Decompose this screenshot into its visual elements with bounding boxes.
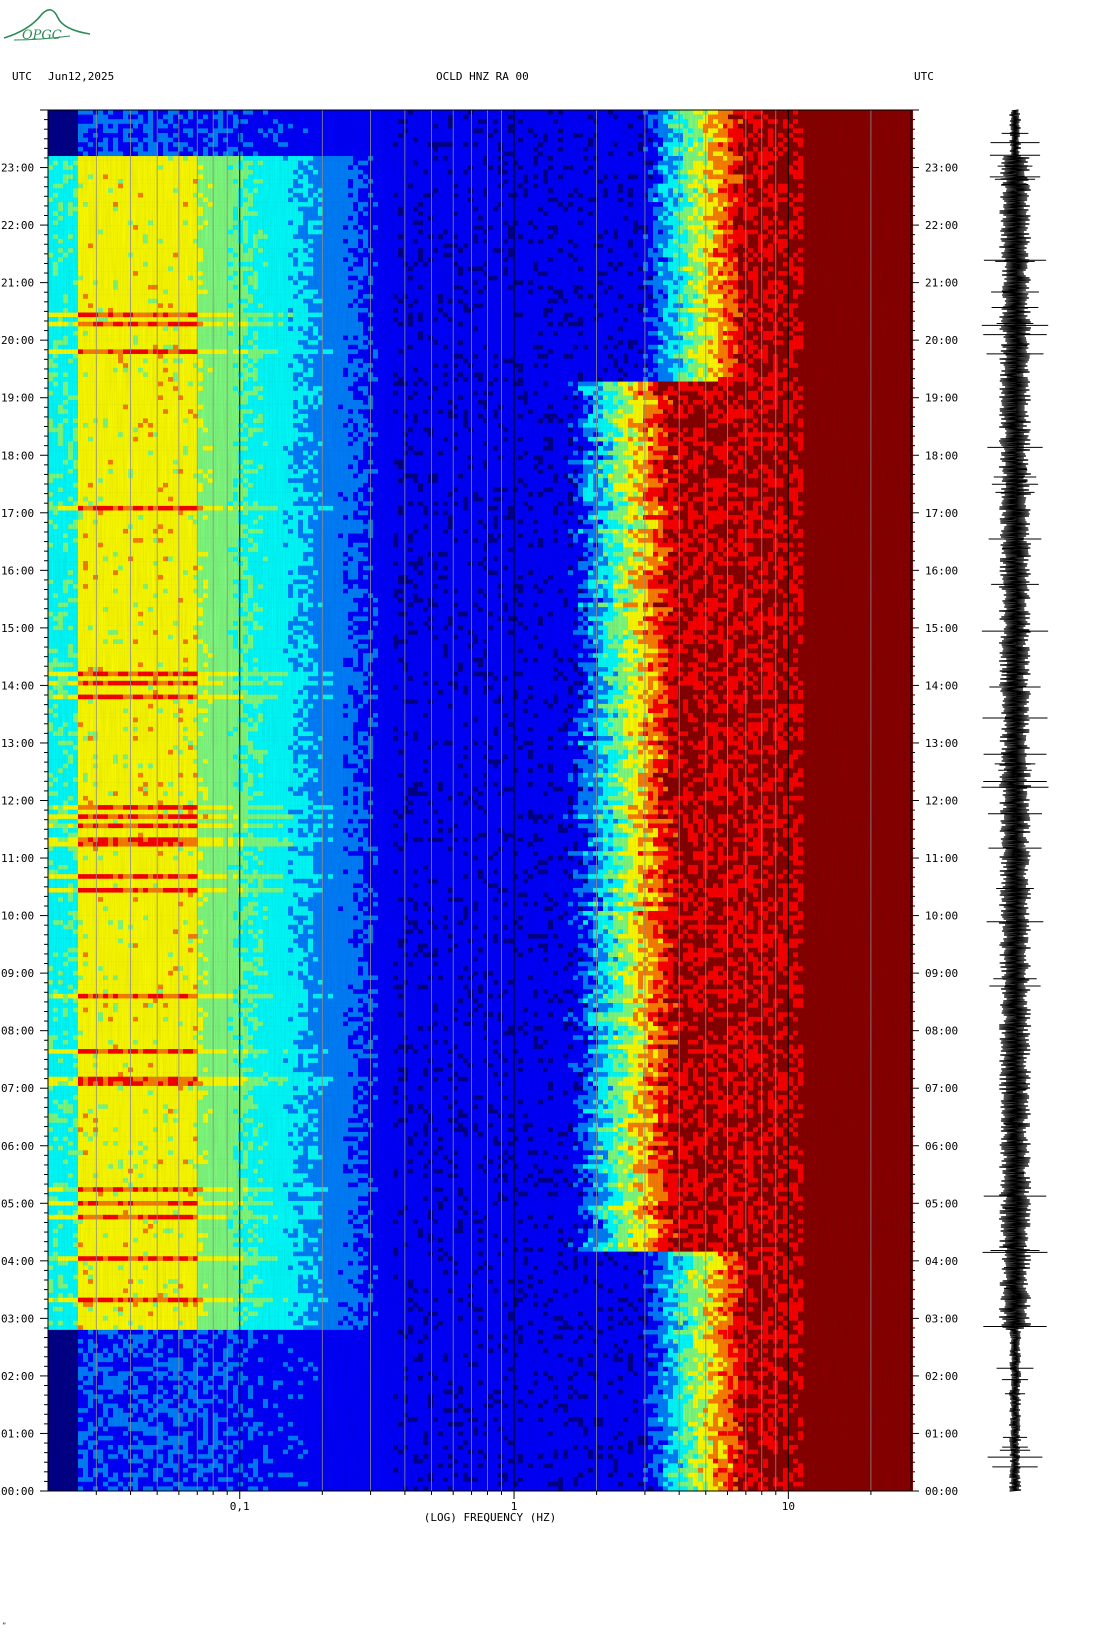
spectrogram-plot-area [48,110,913,1492]
logo-text: OPGC [22,28,62,43]
time-tick-label: 12:00 [925,795,958,808]
time-tick-label: 23:00 [925,162,958,175]
time-tick-label: 06:00 [1,1140,34,1153]
time-tick-label: 19:00 [1,392,34,405]
time-tick-label: 01:00 [925,1427,958,1440]
opgc-mountain-logo-icon: OPGC [3,9,91,43]
time-tick-label: 23:00 [1,162,34,175]
left-timezone-label: UTC [12,70,32,83]
time-tick-label: 00:00 [925,1485,958,1498]
time-tick-label: 03:00 [1,1312,34,1325]
frequency-tick-label: 0,1 [230,1500,250,1513]
time-tick-label: 07:00 [1,1082,34,1095]
time-tick-label: 13:00 [925,737,958,750]
seismogram-waveform [998,109,1032,1492]
left-time-axis: 00:00 01:00 02:00 03:00 04:00 05:00 06:00 07:00… [1,109,48,1498]
right-time-axis: 00:00 01:00 02:00 03:00 04:00 05:00 06:00 07:00… [911,109,958,1498]
frequency-tick-label: 10 [782,1500,795,1513]
time-tick-label: 15:00 [1,622,34,635]
time-tick-label: 01:00 [1,1427,34,1440]
time-tick-label: 17:00 [925,507,958,520]
time-tick-label: 10:00 [1,910,34,923]
time-tick-label: 08:00 [925,1025,958,1038]
station-title: OCLD HNZ RA 00 [436,70,529,83]
opgc-logo: OPGC [0,0,100,54]
time-tick-label: 19:00 [925,392,958,405]
time-tick-label: 22:00 [925,219,958,232]
time-tick-label: 16:00 [925,564,958,577]
time-tick-label: 12:00 [1,795,34,808]
time-tick-label: 16:00 [1,564,34,577]
time-tick-label: 18:00 [925,449,958,462]
time-tick-label: 22:00 [1,219,34,232]
frequency-gridlines [95,110,872,1491]
time-tick-label: 13:00 [1,737,34,750]
time-tick-label: 14:00 [925,679,958,692]
time-tick-label: 15:00 [925,622,958,635]
time-tick-label: 05:00 [925,1197,958,1210]
time-tick-label: 17:00 [1,507,34,520]
time-tick-label: 11:00 [925,852,958,865]
time-tick-label: 14:00 [1,679,34,692]
time-tick-label: 07:00 [925,1082,958,1095]
time-tick-label: 03:00 [925,1312,958,1325]
time-tick-label: 08:00 [1,1025,34,1038]
right-timezone-label: UTC [914,70,934,83]
plot-frame [47,109,912,1492]
time-tick-label: 10:00 [925,910,958,923]
seismogram-trace [981,109,1049,1492]
time-tick-label: 21:00 [925,277,958,290]
frequency-axis: 0,1 1 10 [95,1491,872,1513]
frequency-axis-title: (LOG) FREQUENCY (HZ) [424,1511,556,1524]
time-tick-label: 04:00 [1,1255,34,1268]
date-label: Jun12,2025 [48,70,114,83]
time-tick-label: 20:00 [925,334,958,347]
time-tick-label: 18:00 [1,449,34,462]
time-tick-label: 21:00 [1,277,34,290]
time-tick-label: 00:00 [1,1485,34,1498]
time-tick-label: 04:00 [925,1255,958,1268]
corner-mark: ” [2,1622,6,1630]
time-tick-label: 09:00 [1,967,34,980]
time-tick-label: 05:00 [1,1197,34,1210]
frequency-tick-label: 1 [511,1500,518,1513]
time-tick-label: 11:00 [1,852,34,865]
time-tick-label: 06:00 [925,1140,958,1153]
time-tick-label: 09:00 [925,967,958,980]
time-tick-label: 02:00 [1,1370,34,1383]
time-tick-label: 02:00 [925,1370,958,1383]
time-tick-label: 20:00 [1,334,34,347]
